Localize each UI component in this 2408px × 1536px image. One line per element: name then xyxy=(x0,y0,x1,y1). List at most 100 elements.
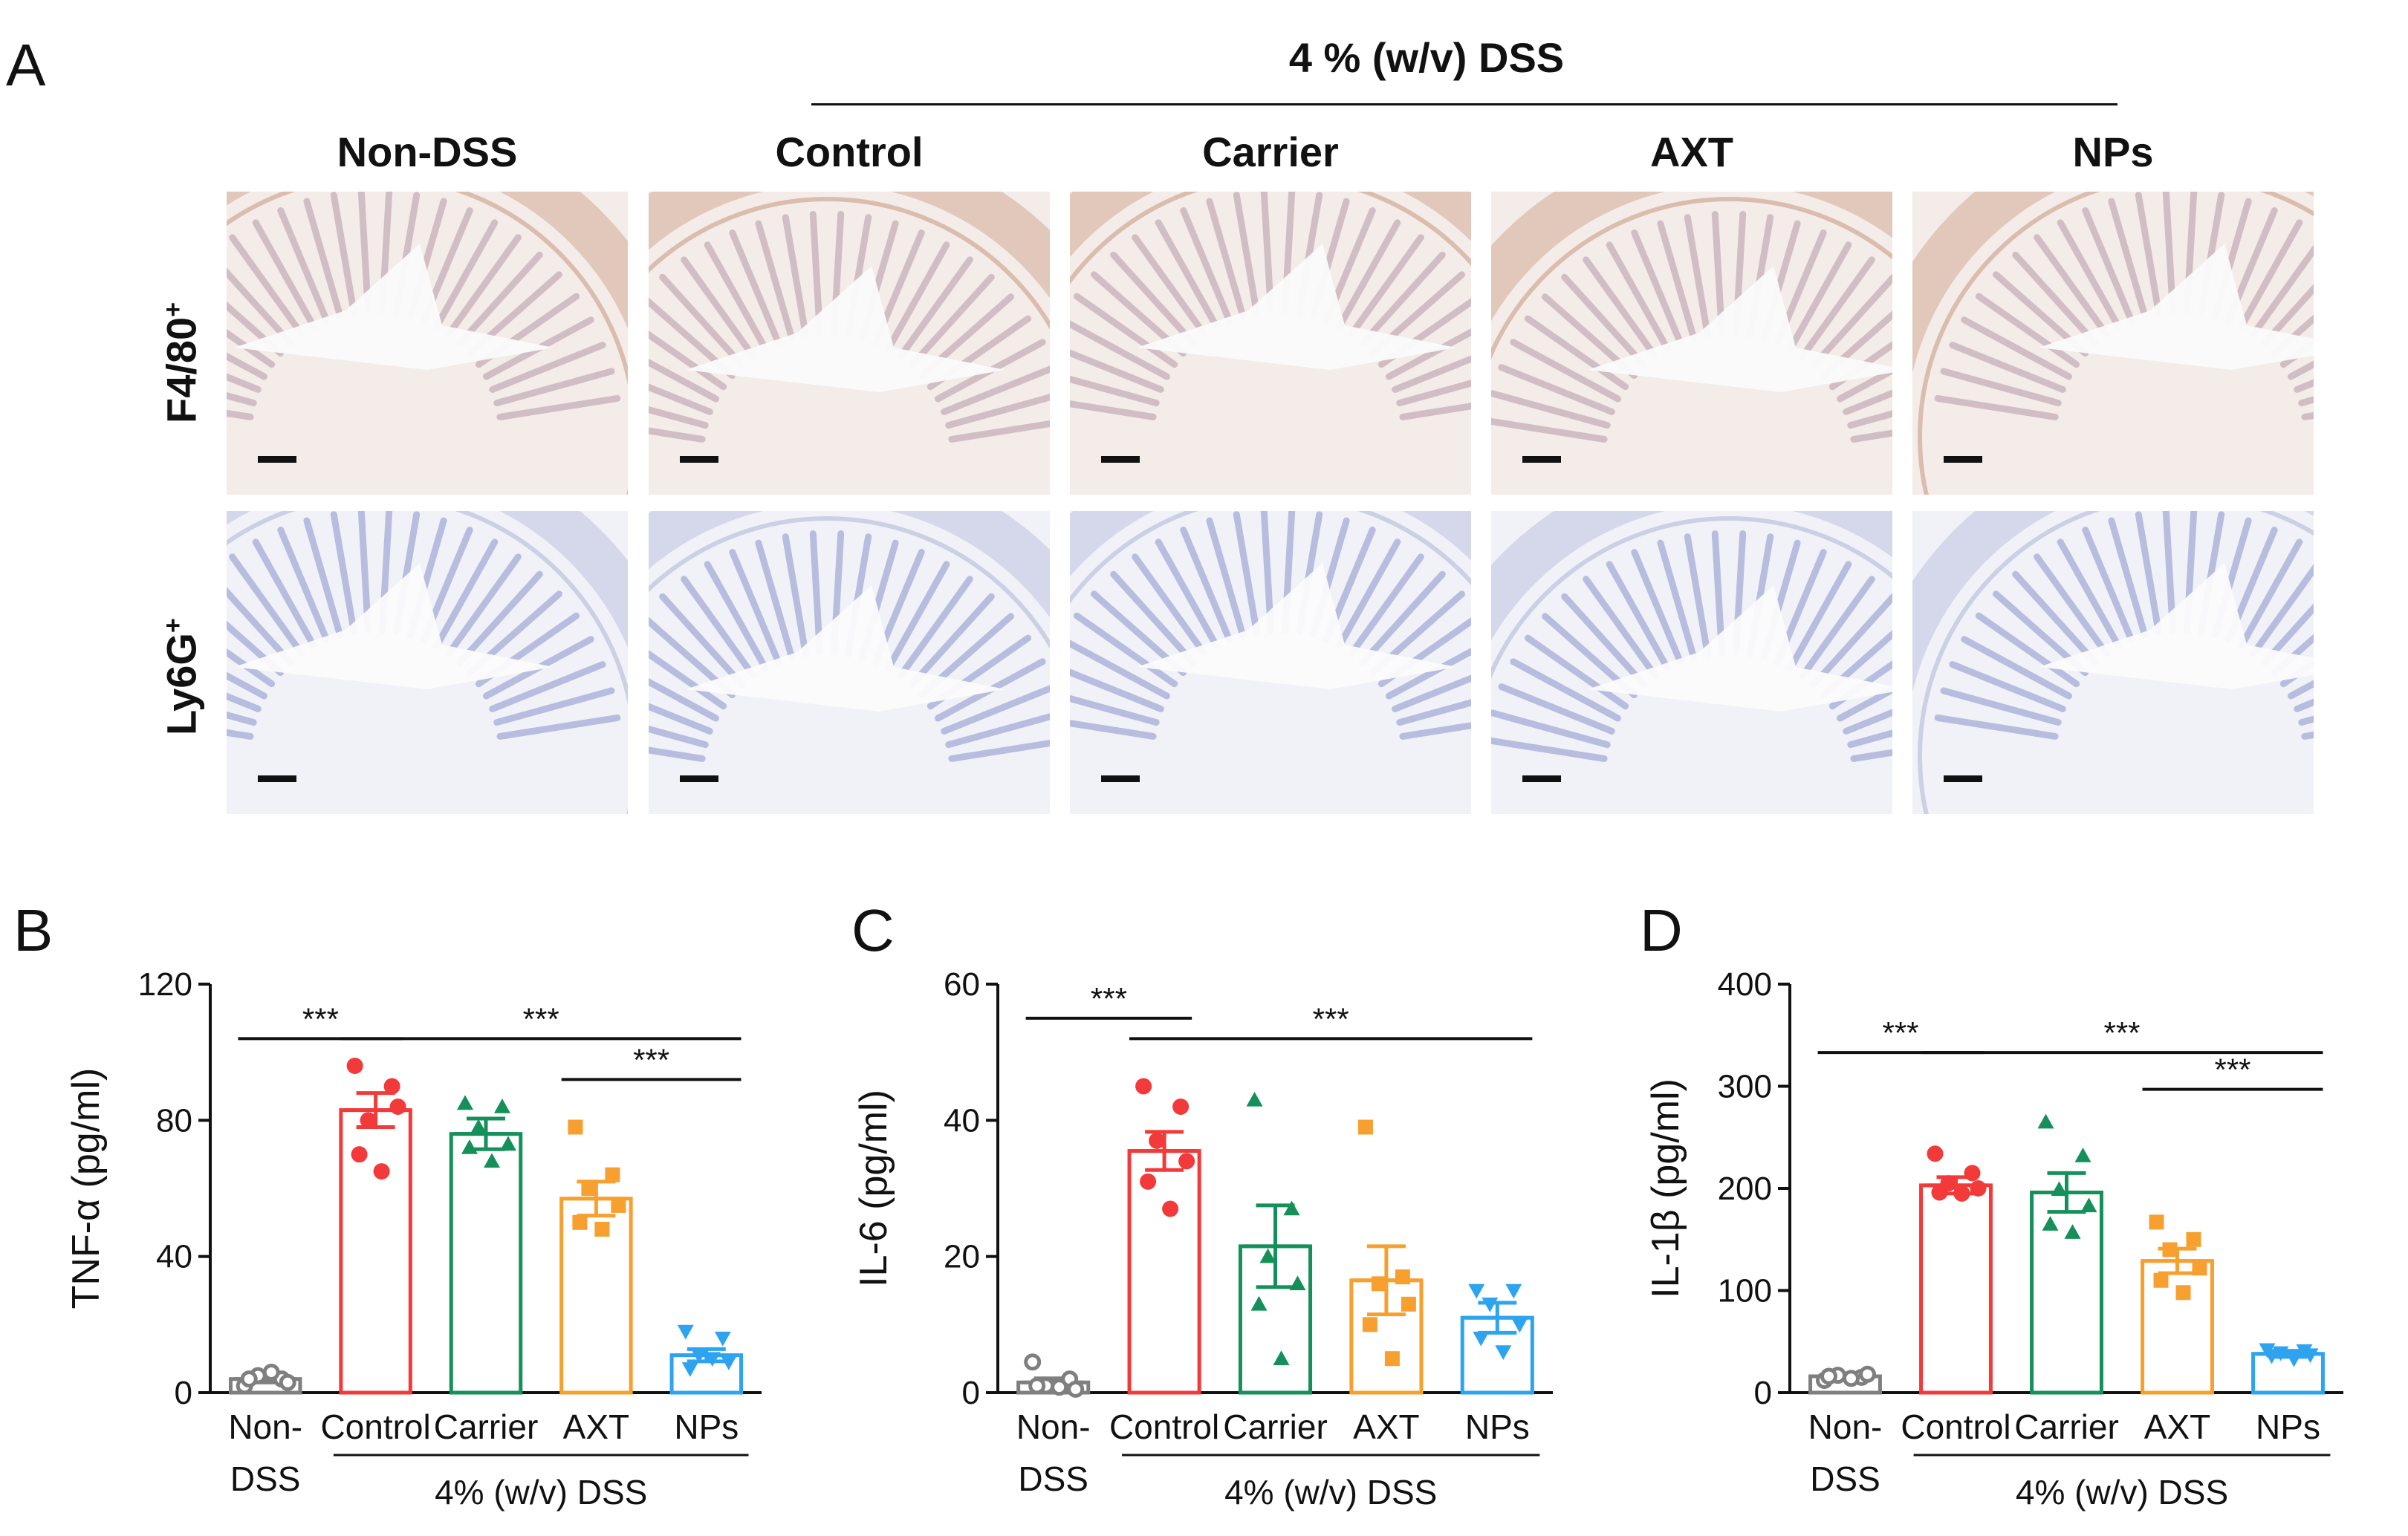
histology-image-f480-axt xyxy=(1491,192,1892,495)
panel-c-x-tick-label: Non- xyxy=(1016,1408,1091,1446)
panel-c-data-point xyxy=(1511,1318,1528,1333)
panel-b-data-point xyxy=(572,1214,588,1230)
panel-d-x-tick-label: DSS xyxy=(1810,1459,1880,1498)
panel-c-data-point xyxy=(1395,1269,1410,1285)
panel-b-y-tick-label: 0 xyxy=(175,1375,192,1411)
panel-a-letter: A xyxy=(6,32,46,98)
panel-d-data-point xyxy=(2051,1181,2068,1197)
col-label-control: Control xyxy=(775,128,924,175)
panel-c-y-tick-label: 0 xyxy=(962,1375,980,1411)
panel-b-group-label: 4% (w/v) DSS xyxy=(435,1473,647,1511)
panel-b-significance-label: *** xyxy=(302,1001,339,1036)
panel-c-bar-control xyxy=(1127,1149,1201,1395)
panel-b-data-point xyxy=(461,1139,478,1154)
panel-b-data-point xyxy=(360,1112,377,1129)
panel-c-x-tick-label: AXT xyxy=(1353,1408,1419,1446)
panel-c-data-point xyxy=(1172,1099,1190,1115)
panel-c-data-point xyxy=(1482,1298,1499,1312)
panel-b-y-tick-label: 120 xyxy=(138,966,192,1003)
panel-b-bar-control xyxy=(339,1108,412,1395)
panel-b-data-point xyxy=(240,1370,258,1388)
panel-b-data-point xyxy=(594,1222,610,1237)
panel-c-data-point xyxy=(1473,1331,1490,1347)
panel-b-bar-carrier xyxy=(449,1132,523,1395)
panel-b-data-point xyxy=(611,1197,626,1213)
panel-c-data-point xyxy=(1067,1380,1085,1398)
panel-b-y-tick-label: 80 xyxy=(156,1102,192,1139)
histology-image-f480-carrier xyxy=(1070,192,1471,495)
panel-d-data-point xyxy=(2285,1352,2302,1367)
panel-b-data-point xyxy=(720,1355,737,1370)
panel-d-y-tick-label: 100 xyxy=(1718,1273,1772,1309)
panel-c-data-point xyxy=(1289,1275,1306,1291)
scale-bar xyxy=(1944,775,1982,782)
panel-b-data-point xyxy=(581,1181,597,1196)
panel-c-data-point xyxy=(1140,1173,1157,1190)
panel-b-x-tick-label: Control xyxy=(320,1408,430,1446)
panel-b-significance-label: *** xyxy=(523,1001,559,1036)
panel-d-data-point xyxy=(2074,1148,2091,1162)
panel-d-significance-label: *** xyxy=(2214,1052,2250,1087)
panel-d-data-point xyxy=(2080,1197,2097,1213)
panel-b-data-point xyxy=(605,1167,620,1182)
histology-image-f480-control xyxy=(649,192,1050,495)
panel-c-data-point xyxy=(1246,1091,1263,1107)
scale-bar xyxy=(258,775,296,782)
panel-b-data-point xyxy=(457,1095,473,1110)
panel-d-bar-axt xyxy=(2141,1259,2214,1395)
histology-image-f480-nondss xyxy=(227,192,628,495)
panel-b-data-point xyxy=(500,1136,516,1151)
panel-c-data-point xyxy=(1259,1248,1276,1263)
panel-b-x-tick-label: Carrier xyxy=(434,1408,539,1446)
panel-c-x-tick-label: Control xyxy=(1109,1408,1219,1446)
panel-d-bar-nps xyxy=(2251,1352,2325,1395)
panel-c-y-tick-label: 20 xyxy=(944,1239,980,1275)
panel-b-data-point xyxy=(494,1099,510,1113)
panel-d-x-tick-label: Non- xyxy=(1808,1408,1883,1446)
panel-d-data-point xyxy=(1820,1367,1837,1385)
scale-bar xyxy=(1522,456,1561,463)
panel-d-y-label: IL-1β (pg/ml) xyxy=(1644,1078,1687,1298)
panel-d-significance-label: *** xyxy=(2103,1015,2140,1050)
panel-d-bar-control xyxy=(1919,1183,1993,1395)
panel-b-data-point xyxy=(383,1078,400,1095)
panel-c-data-point xyxy=(1051,1379,1068,1396)
panel-c-data-point xyxy=(1357,1119,1373,1135)
panel-c-y-label: IL-6 (pg/ml) xyxy=(852,1090,895,1287)
panel-b-y-tick-label: 40 xyxy=(156,1239,192,1275)
panel-c-data-point xyxy=(1371,1276,1386,1292)
panel-c-x-tick-label: DSS xyxy=(1018,1459,1088,1498)
panel-c-y-tick-label: 40 xyxy=(944,1102,980,1139)
panel-d-data-point xyxy=(1931,1184,1948,1201)
panel-d-data-point xyxy=(1927,1145,1944,1162)
panel-d-data-point xyxy=(2263,1349,2280,1364)
panel-b-data-point xyxy=(690,1348,707,1364)
panel-d-data-point xyxy=(1953,1185,1970,1202)
panel-c-data-point xyxy=(1401,1296,1416,1312)
panel-b-x-tick-label: Non- xyxy=(228,1408,302,1446)
panel-c-data-point xyxy=(1024,1353,1042,1371)
col-label-non-dss: Non-DSS xyxy=(337,128,518,175)
panel-d-data-point xyxy=(2162,1242,2178,1257)
panel-d-letter: D xyxy=(1640,897,1683,963)
panel-b-data-point xyxy=(714,1331,731,1347)
panel-b-data-point xyxy=(389,1099,406,1115)
panel-b-data-point xyxy=(677,1324,694,1340)
panel-d-data-point xyxy=(2192,1260,2207,1276)
histology-image-ly6g-control xyxy=(649,511,1050,814)
panel-d-y-tick-label: 300 xyxy=(1718,1069,1772,1105)
col-label-axt: AXT xyxy=(1650,128,1733,175)
panel-b-data-point xyxy=(470,1119,487,1134)
panel-d-data-point xyxy=(2064,1224,2081,1239)
histology-image-ly6g-axt xyxy=(1491,511,1892,814)
panel-c-data-point xyxy=(1149,1132,1166,1149)
panel-b-x-tick-label: AXT xyxy=(563,1408,629,1446)
panel-d-x-tick-label: Control xyxy=(1901,1408,2011,1446)
panel-b-x-tick-label: NPs xyxy=(674,1408,739,1446)
panel-b-significance-label: *** xyxy=(633,1042,669,1077)
scale-bar xyxy=(680,775,718,782)
col-label-nps: NPs xyxy=(2072,128,2154,175)
panel-b-data-point xyxy=(704,1352,721,1367)
panel-c-data-point xyxy=(1505,1283,1522,1299)
